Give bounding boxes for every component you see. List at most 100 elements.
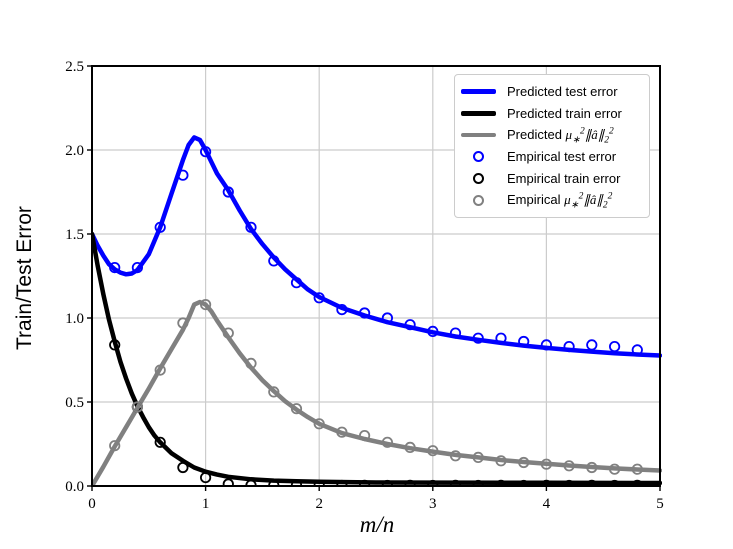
data-point-empirical: [427, 445, 439, 457]
data-point-empirical: [313, 418, 325, 430]
legend-label: Empirical test error: [507, 149, 617, 165]
data-point-empirical: [608, 463, 621, 475]
data-point-empirical-test-error: [449, 327, 462, 339]
data-point-empirical: [245, 357, 257, 369]
data-point-empirical: [540, 458, 553, 470]
data-point-empirical-test-error: [427, 325, 439, 337]
data-point-empirical-test-error: [404, 319, 416, 331]
x-tick-label: 5: [656, 496, 664, 512]
data-point-empirical-train-error: [109, 339, 121, 351]
x-tick-label: 4: [543, 496, 551, 512]
x-tick-label: 1: [202, 496, 210, 512]
x-axis-label: m/n: [359, 512, 395, 537]
data-point-empirical: [563, 460, 575, 472]
data-point-empirical-test-error: [518, 335, 530, 348]
data-point-empirical-test-error: [245, 221, 257, 233]
legend-swatch-cell: [460, 111, 497, 116]
legend-label: Predicted train error: [507, 105, 622, 121]
series-scatter-empirical: [109, 298, 643, 475]
data-point-empirical: [586, 461, 598, 474]
legend-line-sample: [461, 111, 496, 116]
data-point-empirical-train-error: [177, 461, 189, 474]
series-scatter-empirical-train-error: [109, 339, 643, 486]
data-point-empirical: [177, 317, 189, 329]
legend-label: Predicted μ∗2∥â∥22: [507, 126, 614, 146]
data-point-empirical-train-error: [222, 478, 234, 486]
axes-spines: [91, 65, 661, 487]
data-point-empirical-test-error: [631, 344, 643, 356]
data-point-empirical-test-error: [608, 340, 621, 353]
data-point-empirical: [358, 429, 371, 442]
data-point-empirical: [336, 426, 348, 438]
series-scatter-empirical-test-error: [109, 146, 643, 356]
data-point-empirical: [631, 463, 643, 475]
legend-swatch-cell: [460, 151, 497, 163]
data-point-empirical: [381, 436, 393, 448]
data-point-empirical-test-error: [109, 261, 121, 274]
data-point-empirical-test-error: [131, 261, 143, 274]
data-point-empirical: [222, 327, 234, 339]
legend-item-empirical-test-error: Empirical test error: [460, 146, 643, 167]
data-point-empirical-test-error: [472, 332, 484, 344]
data-point-empirical: [268, 386, 280, 398]
legend-label: Predicted test error: [507, 84, 618, 99]
y-tick-label: 1.0: [65, 311, 84, 327]
legend-item-empirical-train-error: Empirical train error: [460, 168, 643, 189]
series-line-predicted: [92, 299, 662, 486]
data-point-empirical: [518, 456, 530, 469]
data-point-empirical: [472, 451, 484, 463]
data-point-empirical-test-error: [268, 255, 280, 267]
data-point-empirical-test-error: [563, 340, 575, 353]
series-line-predicted-train-error: [92, 231, 662, 486]
data-point-empirical-test-error: [540, 339, 553, 351]
data-point-empirical-train-error: [200, 471, 212, 484]
data-point-empirical-test-error: [336, 303, 348, 316]
legend-swatch-cell: [460, 89, 497, 94]
data-point-empirical-test-error: [290, 277, 303, 289]
legend-line-sample: [461, 132, 496, 138]
data-point-empirical: [131, 401, 143, 413]
data-point-empirical: [495, 455, 507, 467]
legend-item-empirical-mu-norm: Empirical μ∗2∥â∥22: [460, 190, 643, 211]
data-point-empirical-test-error: [313, 292, 325, 304]
data-point-empirical: [200, 298, 212, 311]
legend-circle-marker: [473, 194, 484, 206]
legend-item-predicted-train-error: Predicted train error: [460, 103, 643, 124]
data-point-empirical-test-error: [154, 221, 166, 233]
data-point-empirical: [404, 441, 416, 453]
y-tick-label: 0.0: [65, 479, 84, 495]
data-point-empirical-test-error: [495, 332, 507, 344]
data-point-empirical-test-error: [381, 312, 393, 324]
legend-swatch-cell: [460, 173, 497, 185]
data-point-empirical-train-error: [154, 436, 166, 448]
y-tick-label: 0.5: [65, 395, 84, 411]
y-tick-label: 2.5: [65, 59, 84, 75]
legend-line-sample: [461, 89, 496, 94]
legend-circle-marker: [473, 173, 484, 185]
legend-item-predicted-test-error: Predicted test error: [460, 81, 643, 102]
data-point-empirical-test-error: [200, 146, 212, 158]
legend-circle-marker: [473, 151, 484, 163]
data-point-empirical-test-error: [222, 186, 234, 198]
legend-item-predicted-mu-norm: Predicted μ∗2∥â∥22: [460, 125, 643, 146]
x-tick-label: 3: [429, 496, 437, 512]
legend-swatch-cell: [460, 132, 497, 138]
data-point-empirical: [109, 440, 121, 452]
legend-label: Empirical μ∗2∥â∥22: [507, 192, 613, 212]
legend-swatch-cell: [460, 194, 497, 206]
data-point-empirical: [290, 403, 303, 415]
legend: Predicted test error Predicted train err…: [454, 74, 650, 218]
x-tick-label: 2: [315, 496, 323, 512]
y-axis-label: Train/Test Error: [13, 206, 36, 350]
data-point-empirical-test-error: [177, 169, 189, 181]
y-tick-label: 2.0: [65, 143, 84, 159]
y-tick-label: 1.5: [65, 227, 84, 243]
data-point-empirical-test-error: [358, 307, 371, 319]
legend-label: Empirical train error: [507, 171, 621, 187]
x-tick-label: 0: [88, 496, 96, 512]
data-point-empirical: [154, 364, 166, 376]
data-point-empirical: [449, 450, 462, 462]
data-point-empirical-test-error: [586, 339, 598, 351]
